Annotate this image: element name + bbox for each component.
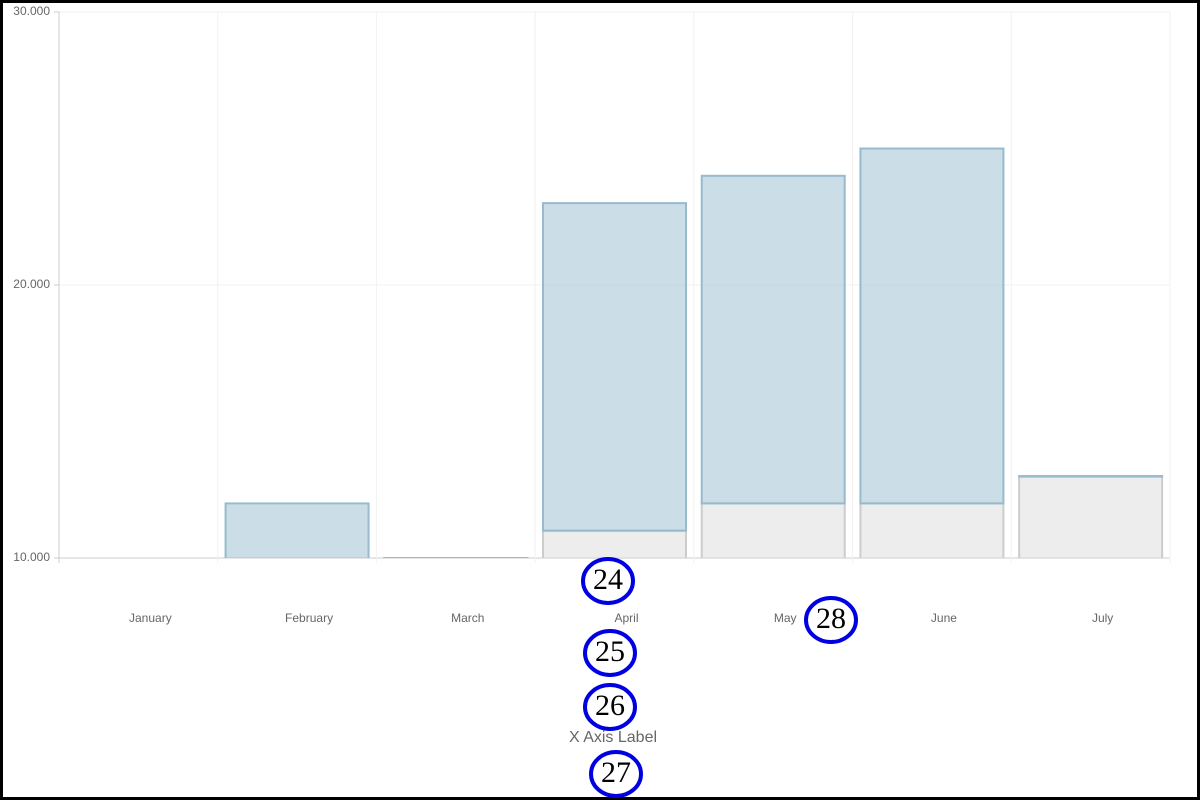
bar [859,147,1005,505]
annotation-circle [583,629,637,677]
x-tick-label: March [451,611,484,625]
y-tick-label: 20.000 [13,277,50,291]
x-tick-label: June [931,611,957,625]
bar [1018,475,1164,478]
bar [542,202,687,532]
annotation-label: 25 [595,635,625,668]
annotation-circle [583,683,637,731]
annotation-label: 24 [593,563,623,596]
annotation-label: 28 [816,602,846,635]
annotation-circle [589,750,643,798]
bar [1018,475,1164,558]
x-tick-label: May [774,611,797,625]
x-axis-title: X Axis Label [569,729,657,746]
annotation-label: 26 [595,689,625,722]
annotation-circle [804,596,858,644]
bars [224,147,1164,558]
x-tick-label: January [129,611,172,625]
x-tick-label: February [285,611,333,625]
annotation-circle [581,557,635,605]
x-tick-label: April [614,611,638,625]
annotation-label: 27 [601,756,631,789]
bar [224,502,370,558]
y-tick-label: 30.000 [13,4,50,18]
x-tick-label: July [1092,611,1113,625]
y-tick-label: 10.000 [13,550,50,564]
bar [700,174,846,505]
